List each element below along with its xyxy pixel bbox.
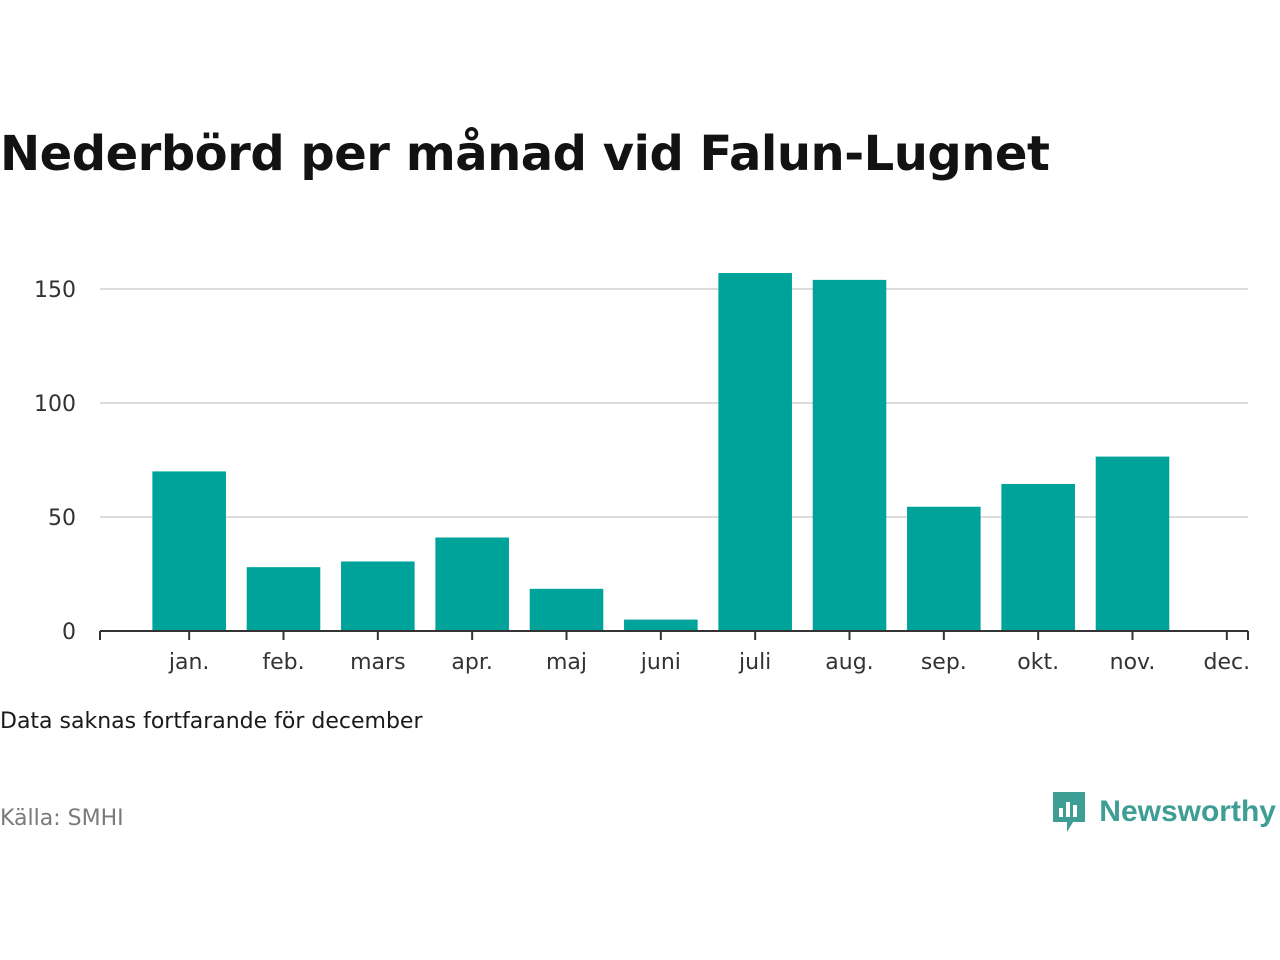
y-tick-label: 150 [34,278,76,303]
x-tick-label: feb. [262,650,304,675]
bar [907,506,981,631]
footnote: Data saknas fortfarande för december [0,709,423,734]
newsworthy-logo-icon [1053,792,1086,832]
brand-name: Newsworthy [1099,795,1276,828]
x-tick-label: juni [640,650,681,675]
bar-chart: 0 50 100 150 jan. feb. mars apr. maj juni juli aug… [34,273,1251,675]
chart-title: Nederbörd per månad vid Falun-Lugnet [0,126,1050,182]
source-label: Källa: SMHI [0,806,124,831]
x-tick-label: dec. [1204,650,1251,675]
x-tick-label: apr. [451,650,492,675]
y-axis-ticks: 0 50 100 150 [34,278,76,645]
x-tick-label: nov. [1110,650,1156,675]
bar [246,567,321,631]
x-tick-label: jan. [168,650,210,675]
y-tick-label: 50 [48,506,76,531]
bar [435,537,509,631]
x-tick-label: mars [350,650,405,675]
brand-logo: Newsworthy [1051,790,1276,834]
bar [624,619,698,631]
x-tick-label: sep. [921,650,967,675]
x-tick-label: maj [546,650,587,675]
gridlines [100,288,1248,518]
bars [152,273,1170,631]
x-axis-ticks: jan. feb. mars apr. maj juni juli aug. sep. okt. n… [99,631,1251,675]
x-tick-label: aug. [825,650,873,675]
x-tick-label: juli [738,650,771,675]
bar [152,471,226,631]
bar [812,279,887,631]
y-tick-label: 0 [62,620,76,645]
bar [1001,483,1075,631]
bar [529,588,604,631]
x-tick-label: okt. [1017,650,1059,675]
y-tick-label: 100 [34,392,76,417]
bar [718,273,792,631]
bar [341,561,415,631]
bar [1095,456,1170,631]
